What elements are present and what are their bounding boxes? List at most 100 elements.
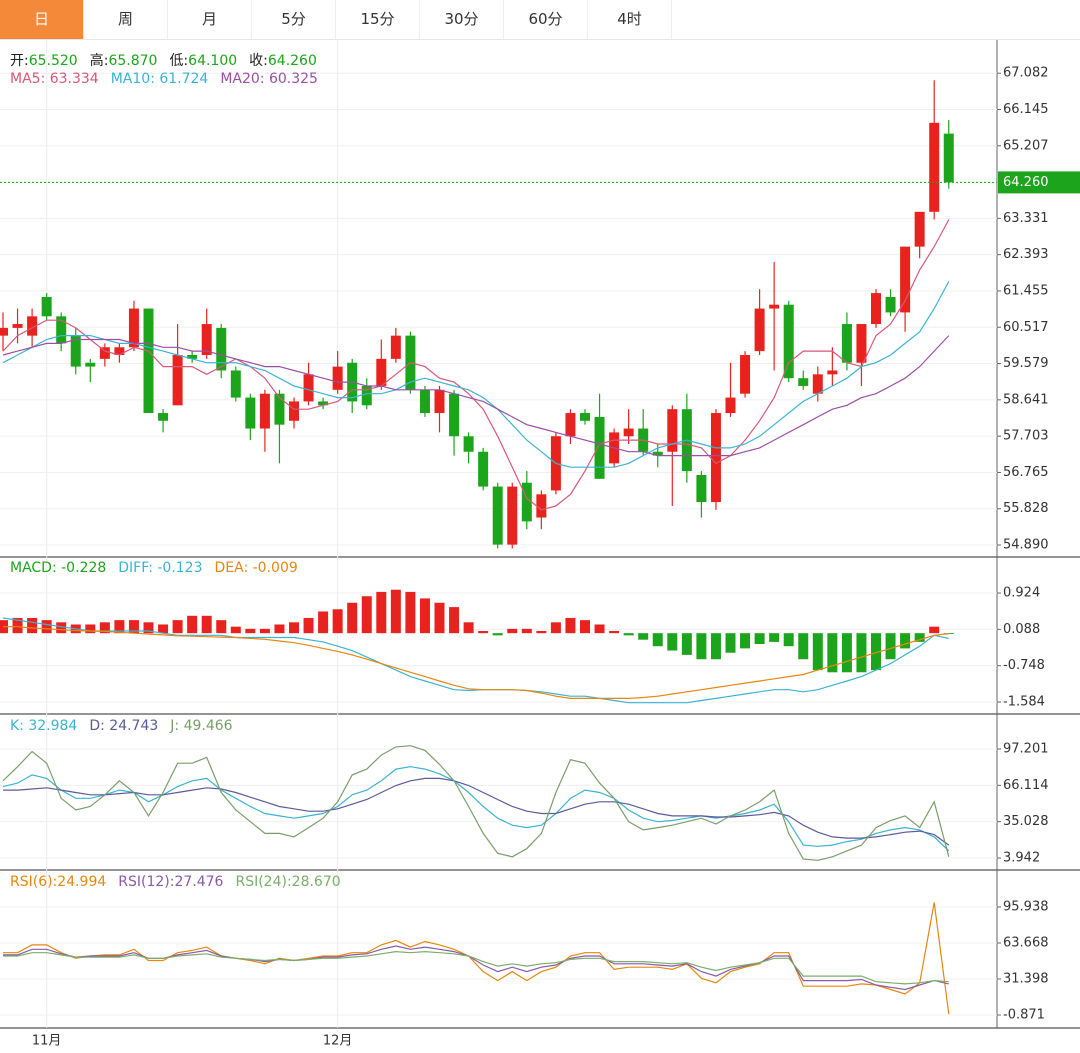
y-tick-label: 58.641 (1003, 392, 1049, 407)
candle-body (187, 354, 198, 359)
macd-bar (652, 633, 663, 647)
candle-body (783, 304, 794, 379)
y-tick-label: 62.393 (1003, 247, 1049, 262)
candle-body (70, 335, 81, 367)
macd-bar (827, 633, 838, 673)
period-tab[interactable]: 日 (0, 0, 84, 39)
candle-body (41, 296, 52, 317)
ohlc-label: 收: (249, 53, 268, 69)
macd-bar (449, 607, 460, 634)
y-tick-label: 3.942 (1003, 851, 1040, 866)
legend-entry: MA20: 60.325 (220, 71, 318, 87)
macd-bar (681, 633, 692, 655)
candle-body (318, 401, 329, 406)
candle-body (769, 304, 780, 309)
legend-entry: DIFF: -0.123 (118, 560, 203, 576)
y-tick-label: 31.398 (1003, 972, 1049, 987)
legend-entry: MA5: 63.334 (10, 71, 99, 87)
macd-bar (696, 633, 707, 660)
legend-entry: MACD: -0.228 (10, 560, 107, 576)
candle-body (885, 296, 896, 313)
y-tick-label: 61.455 (1003, 283, 1049, 298)
period-tab[interactable]: 30分 (420, 0, 504, 39)
legend: K: 32.984 D: 24.743 J: 49.466 (10, 718, 245, 734)
candle-body (27, 316, 38, 336)
candle-body (507, 486, 518, 545)
y-tick-label: 54.890 (1003, 538, 1049, 553)
indicator-line (3, 950, 949, 985)
candle-body (390, 335, 401, 359)
candle-body (361, 385, 372, 406)
macd-bar (725, 633, 736, 653)
macd-bar (172, 620, 183, 634)
period-tab[interactable]: 月 (168, 0, 252, 39)
candle-body (710, 413, 721, 503)
candle-body (274, 393, 285, 425)
indicator-line (2, 745, 950, 861)
candle-body (463, 436, 474, 452)
legend-entry: J: 49.466 (170, 718, 233, 734)
macd-bar (318, 611, 329, 634)
legend-entry: RSI(24):28.670 (235, 874, 341, 890)
macd-bar (303, 617, 314, 634)
candle-body (798, 378, 809, 386)
macd-bar (419, 598, 430, 634)
indicator-line (3, 777, 950, 846)
ohlc-value: 65.520 (28, 53, 78, 69)
candle-body (245, 397, 256, 429)
macd-bar (128, 620, 139, 634)
macd-bar (841, 633, 852, 673)
y-tick-label: 67.082 (1003, 66, 1049, 81)
ohlc-value: 65.870 (108, 53, 158, 69)
candle-body (914, 211, 925, 247)
period-tab[interactable]: 15分 (336, 0, 420, 39)
y-tick-label: -0.748 (1003, 658, 1045, 673)
candle-body (929, 122, 940, 212)
macd-bar (740, 633, 751, 649)
indicator-line (2, 335, 950, 457)
macd-bar (609, 631, 620, 634)
candle-body (812, 374, 823, 394)
y-tick-label: -0.871 (1003, 1008, 1045, 1023)
macd-bar (376, 591, 387, 634)
macd-bar (463, 622, 474, 634)
period-tab[interactable]: 60分 (504, 0, 588, 39)
candle-body (565, 413, 576, 437)
macd-bar (201, 615, 212, 634)
macd-bar (798, 633, 809, 660)
macd-bar (289, 622, 299, 634)
candle-body (128, 308, 139, 348)
macd-bar (783, 633, 794, 647)
candle-body (216, 327, 227, 371)
candle-body (303, 374, 314, 402)
candle-body (434, 389, 445, 414)
legend-entry: D: 24.743 (89, 718, 159, 734)
legend-entry: MA10: 61.724 (110, 71, 209, 87)
macd-bar (812, 633, 823, 671)
candle-body (536, 494, 547, 518)
candle-body (0, 327, 8, 336)
macd-bar (274, 624, 285, 634)
macd-bar (594, 624, 605, 634)
y-tick-label: 55.828 (1003, 501, 1049, 516)
candle-body (521, 482, 532, 522)
y-tick-label: -1.584 (1003, 695, 1045, 710)
period-tab[interactable]: 4时 (588, 0, 672, 39)
y-tick-label: 66.114 (1003, 778, 1049, 793)
candle-body (740, 354, 751, 394)
period-tab[interactable]: 周 (84, 0, 168, 39)
ohlc-label: 高: (89, 53, 109, 69)
macd-bar (871, 633, 881, 671)
macd-bar (245, 628, 256, 634)
macd-bar (56, 622, 67, 634)
y-tick-label: 66.145 (1003, 102, 1049, 117)
macd-bar (769, 633, 780, 642)
candle-body (725, 397, 736, 414)
indicator-line (3, 902, 950, 1015)
legend: MA5: 63.334 MA10: 61.724 MA20: 60.325 (10, 71, 330, 87)
candle-body (143, 308, 154, 414)
macd-bar (41, 620, 52, 634)
candle-body (230, 370, 241, 398)
period-tab[interactable]: 5分 (252, 0, 336, 39)
